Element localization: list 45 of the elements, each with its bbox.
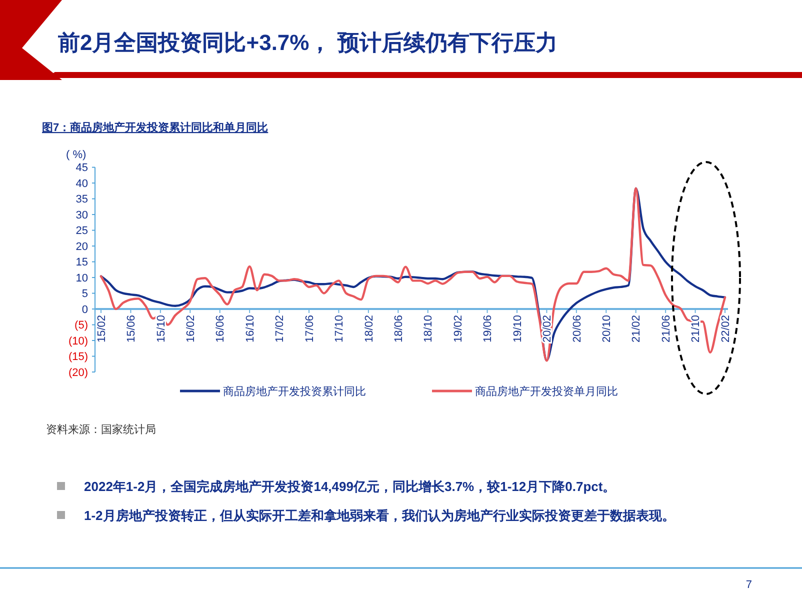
- x-tick-label: 20/06: [571, 315, 584, 343]
- x-tick-label: 20/10: [600, 315, 613, 343]
- x-tick-label: 17/02: [274, 315, 286, 343]
- x-tick-label: 15/10: [155, 315, 168, 343]
- y-tick-label: 40: [76, 178, 88, 190]
- x-tick-label: 17/10: [334, 315, 346, 343]
- y-tick-label: (15): [68, 351, 88, 364]
- x-tick-label: 20/02: [542, 315, 554, 343]
- chart-title: 前2月全国投资同比+3.7%， 预计后续仍有下行压力: [57, 30, 558, 55]
- text: 7: [746, 579, 752, 591]
- y-tick-label: 5: [82, 288, 88, 300]
- x-tick-label: 18/02: [363, 315, 376, 343]
- x-tick-label: 15/06: [126, 315, 138, 343]
- y-tick-label: 0: [82, 304, 88, 316]
- x-tick-label: 19/10: [512, 315, 524, 343]
- text: 资料来源：国家统计局: [46, 423, 156, 436]
- y-tick-label: (10): [68, 335, 88, 348]
- y-tick-label: 45: [76, 162, 88, 174]
- y-tick-label: 35: [76, 194, 88, 206]
- x-tick-label: 21/10: [690, 315, 702, 343]
- x-tick-label: 21/06: [660, 315, 672, 343]
- x-tick-label: 21/02: [630, 315, 643, 343]
- y-tick-label: 15: [76, 256, 88, 269]
- y-tick-label: 20: [76, 240, 88, 253]
- x-tick-label: 18/10: [422, 315, 435, 343]
- x-tick-label: 16/10: [244, 315, 256, 343]
- legend-label: 商品房地产开发投资单月同比: [475, 384, 618, 398]
- x-tick-label: 22/02: [720, 315, 732, 343]
- y-tick-label: 10: [76, 272, 88, 284]
- x-tick-label: 15/02: [96, 315, 108, 343]
- x-tick-label: 19/06: [482, 315, 494, 343]
- x-tick-label: 18/06: [392, 315, 405, 343]
- x-tick-label: 16/02: [184, 315, 197, 343]
- x-tick-label: 19/02: [452, 315, 464, 343]
- text: 1-2月房地产投资转正，但从实际开工差和拿地弱来看，我们认为房地产行业实际投资更差于数据表现。: [84, 508, 675, 523]
- x-tick-label: 17/06: [304, 315, 316, 343]
- chart-subtitle: 图7：商品房地产开发投资累计同比和单月同比: [42, 121, 268, 134]
- text: 2022年1-2月，全国完成房地产开发投资14,499亿元，同比增长3.7%，较1-12月下降0.7pct。: [84, 479, 616, 494]
- y-tick-label: (20): [68, 366, 88, 379]
- y-axis-title: ( %): [66, 149, 86, 161]
- x-tick-label: 16/06: [214, 315, 227, 343]
- y-tick-label: (5): [74, 320, 88, 332]
- legend-label: 商品房地产开发投资累计同比: [223, 384, 366, 398]
- y-tick-label: 25: [76, 225, 88, 238]
- y-tick-label: 30: [76, 209, 88, 222]
